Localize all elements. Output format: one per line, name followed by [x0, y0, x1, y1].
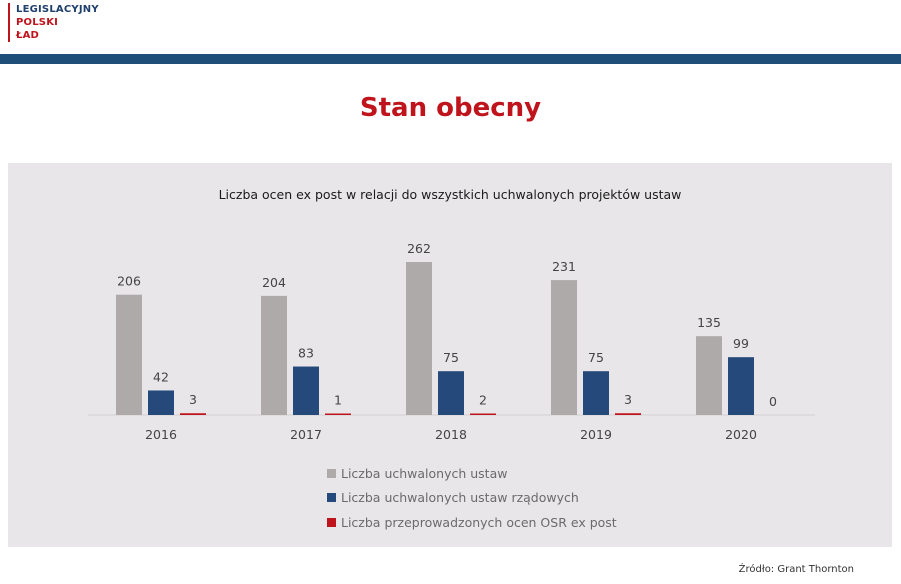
legend-item: Liczba uchwalonych ustaw	[327, 461, 617, 486]
bar	[116, 294, 142, 415]
bar	[583, 371, 609, 415]
bar	[293, 366, 319, 415]
legend-label: Liczba uchwalonych ustaw	[341, 465, 508, 481]
bar	[438, 371, 464, 415]
chart-panel	[8, 163, 892, 547]
bar	[406, 262, 432, 415]
bar	[728, 357, 754, 415]
source-note: Źródło: Grant Thornton	[738, 564, 854, 575]
x-tick-label: 2020	[725, 427, 757, 442]
bar	[148, 390, 174, 415]
bar	[261, 295, 287, 415]
x-tick-label: 2017	[290, 427, 322, 442]
header-bar	[0, 54, 901, 64]
legend-item: Liczba przeprowadzonych ocen OSR ex post	[327, 510, 617, 535]
data-label: 3	[624, 392, 632, 407]
x-tick-label: 2018	[435, 427, 467, 442]
bar	[180, 413, 206, 415]
bar	[470, 413, 496, 415]
logo-line-2: POLSKI	[16, 17, 59, 28]
bar	[696, 336, 722, 415]
data-label: 75	[443, 350, 459, 365]
data-label: 3	[189, 392, 197, 407]
data-label: 75	[588, 350, 604, 365]
bar	[551, 280, 577, 415]
data-label: 262	[407, 241, 431, 256]
legend-swatch-government	[327, 493, 336, 503]
data-label: 206	[117, 274, 141, 289]
logo-line-3: ŁAD	[16, 30, 40, 41]
legend-label: Liczba przeprowadzonych ocen OSR ex post	[341, 514, 617, 530]
legend-swatch-total	[327, 468, 336, 478]
data-label: 135	[697, 315, 721, 330]
page-title: Stan obecny	[359, 93, 542, 123]
data-label: 2	[479, 393, 487, 408]
chart-title: Liczba ocen ex post w relacji do wszystk…	[218, 187, 682, 202]
legend-item: Liczba uchwalonych ustaw rządowych	[327, 486, 617, 511]
legend-label: Liczba uchwalonych ustaw rządowych	[341, 490, 579, 506]
bar	[615, 413, 641, 415]
data-label: 204	[262, 275, 286, 290]
x-tick-label: 2019	[580, 427, 612, 442]
bar	[325, 413, 351, 415]
logo: LEGISLACYJNY POLSKI ŁAD	[8, 3, 99, 42]
chart-legend: Liczba uchwalonych ustaw Liczba uchwalon…	[327, 461, 617, 535]
data-label: 0	[769, 394, 777, 409]
legend-swatch-osr	[327, 517, 336, 527]
data-label: 83	[298, 346, 314, 361]
data-label: 42	[153, 369, 169, 384]
x-tick-label: 2016	[145, 427, 177, 442]
bars-group: 206 42 3 2016 204 83 1 2017 262 75 2 2018 231 75 3 2019…	[88, 241, 815, 442]
data-label: 1	[334, 393, 342, 408]
logo-line-1: LEGISLACYJNY	[16, 4, 99, 15]
data-label: 231	[552, 259, 576, 274]
data-label: 99	[733, 336, 749, 351]
